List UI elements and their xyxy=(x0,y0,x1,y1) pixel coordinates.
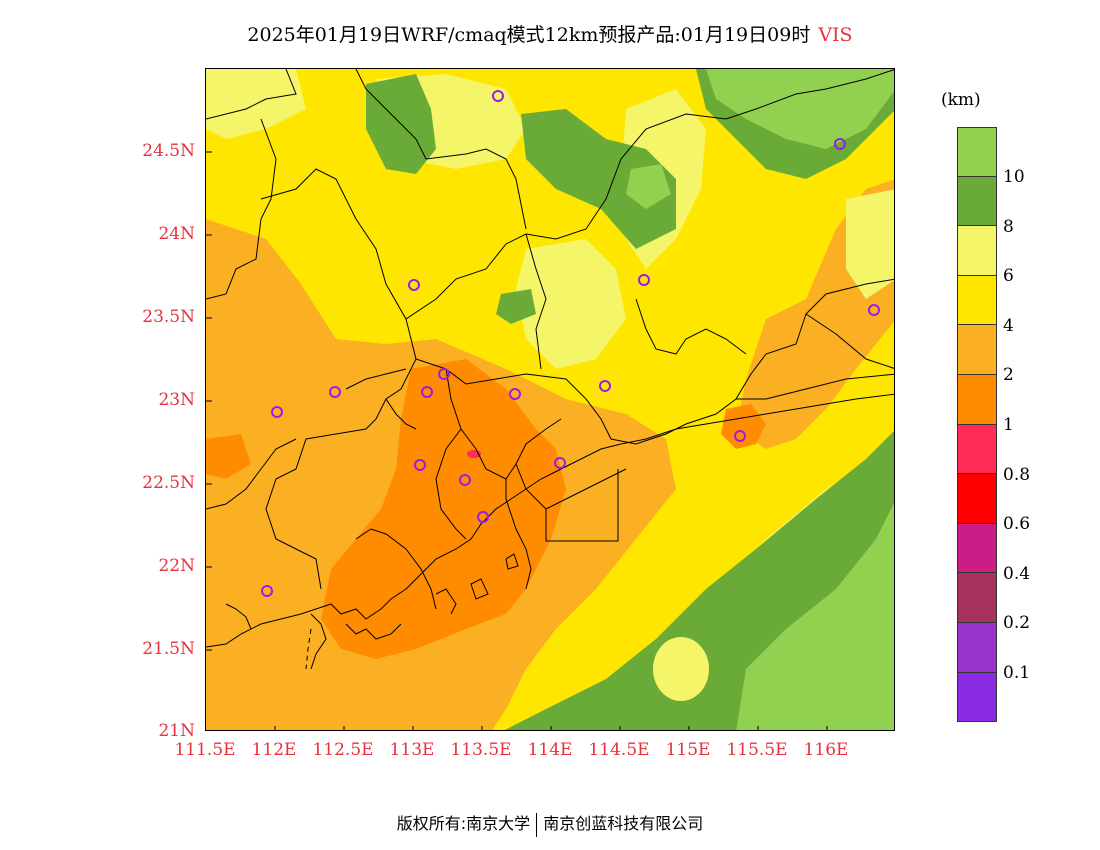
station-marker xyxy=(599,380,611,392)
station-marker xyxy=(834,138,846,150)
legend-tick: 0.2 xyxy=(1003,613,1031,633)
legend-tick: 10 xyxy=(1003,167,1025,187)
legend-swatch xyxy=(957,275,997,326)
legend-tick: 0.4 xyxy=(1003,564,1031,584)
field-10-plus-southeast xyxy=(736,503,894,730)
lon-label: 112.5E xyxy=(312,740,374,760)
field-2-4km-northwest xyxy=(224,299,276,344)
lon-label: 115E xyxy=(665,740,711,760)
field-2-4km-southwest xyxy=(221,569,296,699)
lon-label: 112E xyxy=(251,740,297,760)
footer-copyright: 版权所有:南京大学 xyxy=(396,814,531,833)
legend-swatch xyxy=(957,127,997,177)
chart-title: 2025年01月19日WRF/cmaq模式12km预报产品:01月19日09时 V… xyxy=(0,20,1100,47)
legend-tick: 0.1 xyxy=(1003,663,1031,683)
legend-tick: 0.6 xyxy=(1003,514,1031,534)
legend-swatch xyxy=(957,325,997,375)
legend-tick: 1 xyxy=(1003,415,1014,435)
lat-label: 23N xyxy=(158,390,195,410)
lon-label: 113E xyxy=(389,740,435,760)
station-marker xyxy=(477,511,489,523)
station-marker xyxy=(868,304,880,316)
station-marker xyxy=(734,430,746,442)
legend-swatch xyxy=(957,672,997,723)
station-marker xyxy=(554,457,566,469)
station-marker xyxy=(509,388,521,400)
station-marker xyxy=(271,406,283,418)
field-6-8km-hole xyxy=(653,637,709,701)
coastline xyxy=(206,393,894,670)
lon-label: 114.5E xyxy=(588,740,650,760)
field-6-8km-center xyxy=(516,239,626,369)
station-marker xyxy=(329,386,341,398)
lat-label: 22.5N xyxy=(142,473,195,493)
lon-label: 113.5E xyxy=(450,740,512,760)
footer-separator xyxy=(536,812,538,837)
lon-label: 111.5E xyxy=(174,740,236,760)
title-variable: VIS xyxy=(818,24,853,46)
field-8-10km-north-2 xyxy=(521,109,676,249)
lon-label: 116E xyxy=(803,740,849,760)
legend-tick: 0.8 xyxy=(1003,465,1031,485)
field-1-2km-west-patch xyxy=(206,434,251,479)
footer: 版权所有:南京大学 南京创蓝科技有限公司 xyxy=(0,810,1100,837)
station-marker xyxy=(421,386,433,398)
station-marker xyxy=(459,474,471,486)
station-marker xyxy=(438,368,450,380)
lat-label: 22N xyxy=(158,556,195,576)
station-marker xyxy=(261,585,273,597)
station-marker xyxy=(638,274,650,286)
lat-label: 21.5N xyxy=(142,639,195,659)
color-legend xyxy=(957,127,997,723)
legend-swatch xyxy=(957,573,997,623)
field-1-2km-east-patch xyxy=(721,404,766,449)
lat-label: 24.5N xyxy=(142,141,195,161)
sea-boundary-dashed xyxy=(305,628,312,670)
field-1-2km xyxy=(321,359,566,659)
station-marker xyxy=(414,459,426,471)
station-marker xyxy=(492,90,504,102)
legend-swatch xyxy=(957,424,997,475)
axis-ticks xyxy=(206,151,828,730)
legend-tick: 6 xyxy=(1003,266,1014,286)
legend-tick: 8 xyxy=(1003,217,1014,237)
legend-swatch xyxy=(957,176,997,227)
legend-unit: (km) xyxy=(941,90,981,110)
legend-swatch xyxy=(957,226,997,276)
station-markers xyxy=(261,90,880,597)
map-panel xyxy=(205,68,895,731)
legend-swatch xyxy=(957,622,997,673)
lon-label: 115.5E xyxy=(726,740,788,760)
lat-label: 21N xyxy=(158,721,195,741)
field-8-10km-small xyxy=(496,289,536,324)
lon-label: 114E xyxy=(527,740,573,760)
visibility-field-map xyxy=(206,69,894,730)
lat-label: 24N xyxy=(158,224,195,244)
legend-tick: 4 xyxy=(1003,316,1014,336)
legend-swatch xyxy=(957,374,997,425)
field-6-8km-east xyxy=(846,189,894,299)
legend-tick: 2 xyxy=(1003,365,1014,385)
legend-swatch xyxy=(957,523,997,574)
footer-company: 南京创蓝科技有限公司 xyxy=(543,814,704,833)
field-10-plus-north xyxy=(626,164,671,209)
station-marker xyxy=(408,279,420,291)
field-10-plus-northeast xyxy=(706,69,894,149)
title-text: 2025年01月19日WRF/cmaq模式12km预报产品:01月19日09时 xyxy=(247,24,811,46)
lat-label: 23.5N xyxy=(142,307,195,327)
legend-swatch xyxy=(957,474,997,524)
